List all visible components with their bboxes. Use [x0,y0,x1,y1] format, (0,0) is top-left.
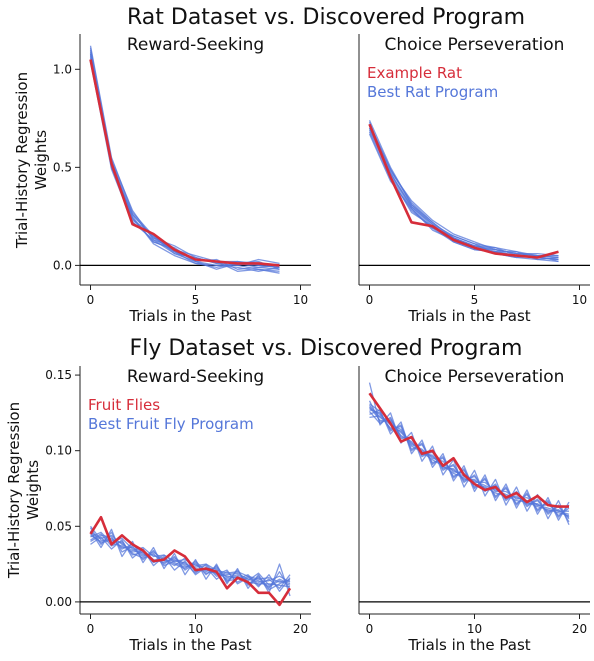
y-axis-label-line2: Weights [24,460,42,520]
panel-title: Choice Perseveration [385,35,565,55]
y-tick-label: 1.0 [53,62,72,76]
y-tick-label: 0.05 [45,519,72,533]
program-series-line-8 [369,403,570,518]
program-series-line-8 [368,127,559,259]
x-tick-label: 10 [572,293,587,307]
x-axis-label: Trials in the Past [128,307,251,325]
x-tick-label: 0 [87,622,95,636]
x-tick-label: 5 [192,293,200,307]
legend-entry-best-rat-program: Best Rat Program [367,83,498,101]
fly-choice-perseveration-panel: Choice Perseveration 0 10 20 Trials in the P… [358,366,590,654]
program-series-line-5 [89,55,280,270]
y-tick-label: 0.0 [53,258,72,272]
legend-entry-best-fruit-fly-program: Best Fruit Fly Program [88,415,254,433]
rat-y-axis-label: Trial-History Regression Weights [13,72,50,249]
data-series-line [89,59,280,267]
y-tick-label: 0.10 [45,444,72,458]
legend-entry-example-rat: Example Rat [367,64,462,82]
program-series-line-6 [89,51,280,274]
program-series-line-10 [89,53,280,272]
fly-reward-seeking-panel: Reward-Seeking 0 10 20 Trials in the Past 0.0… [45,366,311,654]
rat-row-title: Rat Dataset vs. Discovered Program [127,5,525,30]
fly-y-axis-label: Trial-History Regression Weights [5,402,42,579]
y-tick-label: 0.5 [53,160,72,174]
y-axis-label-line1: Trial-History Regression [5,402,23,579]
x-tick-label: 10 [467,622,482,636]
x-axis-label: Trials in the Past [407,307,530,325]
fly-row-title: Fly Dataset vs. Discovered Program [130,336,523,361]
data-series-line [368,123,559,259]
y-tick-label: 0.00 [45,595,72,609]
program-series-line-9 [89,59,280,267]
rat-reward-seeking-panel: Reward-Seeking 0 5 10 Trials in the Past 0.0 0… [53,34,311,325]
program-series-line-7 [89,57,280,267]
x-tick-label: 5 [471,293,479,307]
program-series-line-3 [89,45,280,269]
program-series-line-5 [368,382,570,526]
rat-choice-perseveration-panel: Choice Perseveration 0 5 10 Trials in the Pa… [358,34,590,325]
program-series-line-9 [90,534,291,591]
x-tick-label: 10 [188,622,203,636]
x-axis-label: Trials in the Past [407,636,530,654]
program-series-line-2 [89,49,280,272]
x-tick-label: 20 [572,622,587,636]
x-tick-label: 0 [366,293,374,307]
panel-title: Reward-Seeking [127,367,264,387]
x-tick-label: 0 [366,622,374,636]
program-series-line-4 [89,61,280,270]
x-axis-label: Trials in the Past [128,636,251,654]
program-series-line-10 [368,123,559,257]
panel-title: Reward-Seeking [127,35,264,55]
program-series-line-10 [90,533,291,588]
panel-title: Choice Perseveration [385,367,565,387]
y-axis-label-line2: Weights [32,130,50,190]
y-axis-label-line1: Trial-History Regression [13,72,31,249]
data-series-line [368,392,569,508]
x-tick-label: 10 [293,293,308,307]
program-series-line-8 [89,47,280,270]
program-series-line-9 [368,133,559,261]
data-series-line [89,515,292,607]
y-tick-label: 0.15 [45,368,72,382]
legend-entry-fruit-flies: Fruit Flies [88,396,160,414]
x-tick-label: 20 [293,622,308,636]
x-tick-label: 0 [87,293,95,307]
program-series-line-1 [89,53,280,269]
